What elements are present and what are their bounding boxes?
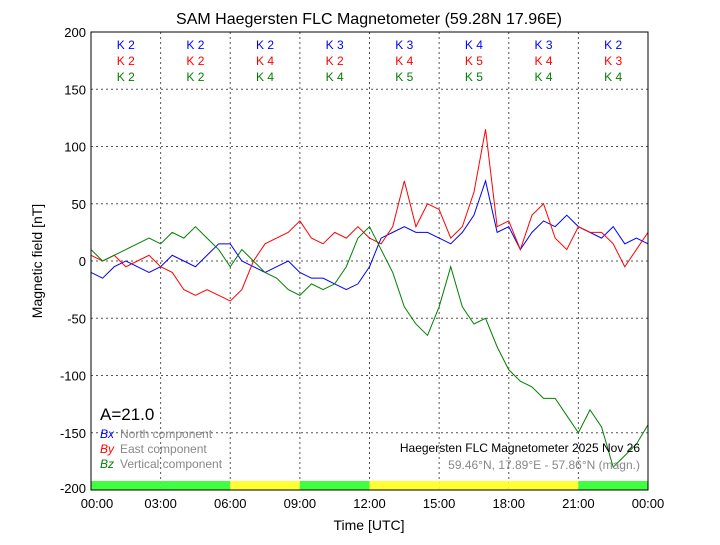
k-index-label: K 2 — [186, 54, 204, 68]
legend-label: East component — [120, 442, 207, 456]
y-tick-label: 100 — [64, 140, 86, 155]
y-axis-label: Magnetic field [nT] — [29, 204, 45, 318]
x-tick-label: 18:00 — [492, 496, 525, 511]
a-index: A=21.0 — [100, 405, 154, 424]
legend-symbol: By — [100, 442, 115, 456]
x-tick-label: 06:00 — [214, 496, 247, 511]
station-label: Haegersten FLC Magnetometer 2025 Nov 26 — [400, 441, 640, 455]
y-tick-label: -200 — [60, 481, 86, 496]
y-tick-label: -150 — [60, 426, 86, 441]
k-index-label: K 2 — [117, 54, 135, 68]
activity-bar-segment — [578, 481, 648, 490]
y-tick-label: -100 — [60, 369, 86, 384]
legend-label: Vertical component — [120, 457, 223, 471]
k-index-label: K 4 — [535, 70, 553, 84]
k-index-label: K 4 — [256, 70, 274, 84]
x-axis-label: Time [UTC] — [333, 517, 404, 533]
legend-symbol: Bx — [100, 427, 115, 441]
k-index-label: K 5 — [395, 70, 413, 84]
y-tick-label: -50 — [67, 311, 86, 326]
activity-bar-segment — [160, 481, 231, 490]
x-tick-label: 09:00 — [284, 496, 317, 511]
y-tick-label: 0 — [79, 254, 86, 269]
k-index-label: K 2 — [604, 38, 622, 52]
x-tick-label: 03:00 — [144, 496, 177, 511]
k-index-label: K 2 — [117, 38, 135, 52]
k-index-label: K 2 — [256, 38, 274, 52]
legend-label: North component — [120, 427, 213, 441]
k-index-label: K 5 — [465, 70, 483, 84]
x-tick-label: 12:00 — [353, 496, 386, 511]
activity-bar-segment — [439, 481, 509, 490]
y-tick-label: 200 — [64, 25, 86, 40]
k-index-label: K 2 — [186, 38, 204, 52]
k-index-label: K 4 — [465, 38, 483, 52]
chart-title: SAM Haegersten FLC Magnetometer (59.28N … — [176, 11, 562, 28]
k-index-label: K 3 — [604, 54, 622, 68]
k-index-label: K 4 — [604, 70, 622, 84]
k-index-label: K 4 — [395, 54, 413, 68]
k-index-label: K 4 — [256, 54, 274, 68]
activity-bar-segment — [369, 481, 440, 490]
k-index-label: K 3 — [395, 38, 413, 52]
k-index-label: K 4 — [535, 54, 553, 68]
activity-bar-segment — [91, 481, 161, 490]
x-tick-label: 00:00 — [81, 496, 114, 511]
y-tick-label: 150 — [64, 82, 86, 97]
y-tick-label: 50 — [72, 197, 86, 212]
legend-symbol: Bz — [100, 457, 114, 471]
k-index-label: K 5 — [465, 54, 483, 68]
k-index-label: K 3 — [326, 38, 344, 52]
coords-label: 59.46°N, 17.89°E - 57.86°N (magn.) — [448, 458, 640, 472]
x-tick-label: 21:00 — [562, 496, 595, 511]
plot-frame — [90, 31, 649, 491]
series-line-bz — [90, 225, 649, 469]
x-tick-label: 00:00 — [632, 496, 665, 511]
activity-bar-segment — [508, 481, 579, 490]
k-index-label: K 2 — [186, 70, 204, 84]
series-line-bx — [90, 179, 649, 291]
activity-bar-segment — [230, 481, 300, 490]
activity-bar-segment — [299, 481, 370, 490]
k-index-label: K 2 — [117, 70, 135, 84]
k-index-label: K 3 — [535, 38, 553, 52]
series-line-by — [90, 129, 649, 302]
k-index-label: K 4 — [326, 70, 344, 84]
k-index-label: K 2 — [326, 54, 344, 68]
x-tick-label: 15:00 — [423, 496, 456, 511]
